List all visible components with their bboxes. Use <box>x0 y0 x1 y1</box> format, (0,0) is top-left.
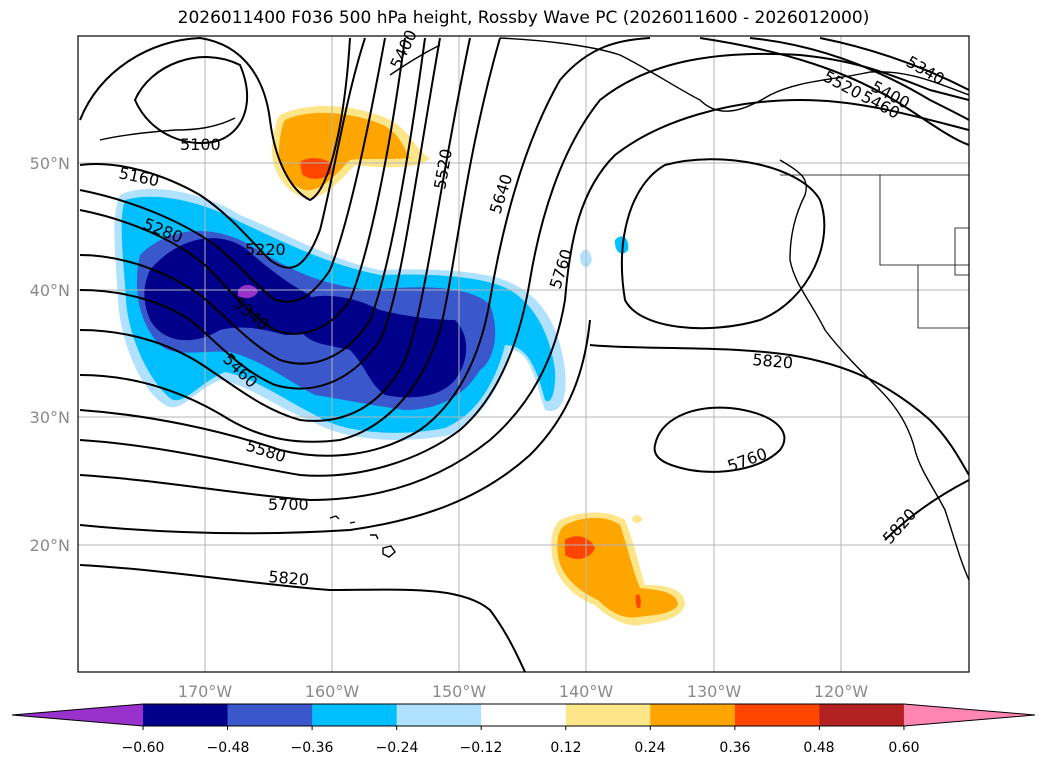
contour-5700 <box>79 98 969 502</box>
contour-5640 <box>79 52 969 477</box>
cbar-tick-5: 0.12 <box>550 740 581 756</box>
cbar-segment-1 <box>143 704 229 726</box>
contour-5460 <box>79 37 471 422</box>
lat-axis-labels: 50°N 40°N 30°N 20°N <box>30 154 70 555</box>
neg-anomaly-purple <box>238 284 258 299</box>
north-america-coast <box>499 37 969 581</box>
aleutian-islands <box>99 44 441 141</box>
lat-label-30n: 30°N <box>30 408 70 427</box>
contour-label-5820: 5820 <box>752 350 794 372</box>
cbar-segment-2 <box>227 704 313 726</box>
contour-label-5520: 5520 <box>430 147 456 190</box>
contour-5220 <box>79 37 386 303</box>
contour-5580 <box>79 37 651 457</box>
contour-5100 <box>79 36 351 202</box>
lon-label-170w: 170°W <box>178 682 233 701</box>
contour-5400-ne <box>749 37 969 121</box>
contour-label-5820-west: 5820 <box>268 567 310 589</box>
neg-anomaly-small-2 <box>614 236 629 254</box>
lon-axis-labels: 170°W 160°W 150°W 140°W 130°W 120°W <box>178 682 869 701</box>
anomaly-shading <box>114 105 685 626</box>
contour-label-5100: 5100 <box>180 135 221 154</box>
contour-label-5640: 5640 <box>486 172 517 217</box>
cbar-tick-1: −0.48 <box>207 740 250 756</box>
lon-label-150w: 150°W <box>432 682 487 701</box>
contour-label-5760: 5760 <box>546 247 577 292</box>
contour-5760 <box>79 319 591 535</box>
lon-label-120w: 120°W <box>814 682 869 701</box>
map-frame <box>77 35 970 673</box>
state-borders <box>780 174 969 329</box>
lat-label-40n: 40°N <box>30 281 70 300</box>
contour-5340-ne <box>819 37 969 91</box>
cbar-tick-0: −0.60 <box>122 740 165 756</box>
colorbar-ticks: −0.60 −0.48 −0.36 −0.24 −0.12 0.12 0.24 … <box>122 740 920 756</box>
contour-5820 <box>79 344 969 672</box>
pos-anomaly-south-red-small <box>635 594 641 609</box>
contour-label-5400-n: 5400 <box>386 27 420 72</box>
lat-label-50n: 50°N <box>30 154 70 173</box>
map-title: 2026011400 F036 500 hPa height, Rossby W… <box>177 8 870 28</box>
pos-anomaly-south-red <box>565 536 595 560</box>
contour-label-5580: 5580 <box>244 436 289 467</box>
contour-label-5220: 5220 <box>245 240 286 259</box>
contour-5820-se <box>884 479 969 541</box>
lon-label-130w: 130°W <box>687 682 742 701</box>
cbar-tick-9: 0.60 <box>888 740 919 756</box>
contour-5520 <box>79 37 501 443</box>
cbar-segment-4 <box>396 704 482 726</box>
lon-label-140w: 140°W <box>559 682 614 701</box>
pos-anomaly-dot <box>632 515 642 523</box>
cbar-segment-9 <box>819 704 905 726</box>
contour-5400 <box>79 37 441 390</box>
cbar-tick-7: 0.36 <box>719 740 750 756</box>
colorbar <box>11 703 1036 730</box>
contour-5760-south <box>653 406 786 473</box>
cbar-extend-right <box>903 704 1035 726</box>
contour-5100-closed <box>133 56 249 145</box>
cbar-tick-8: 0.48 <box>803 740 834 756</box>
contour-label-5520-ne: 5520 <box>820 67 865 103</box>
cbar-segment-7 <box>650 704 736 726</box>
cbar-tick-4: −0.12 <box>460 740 503 756</box>
cbar-segment-8 <box>734 704 820 726</box>
cbar-segment-3 <box>312 704 398 726</box>
contour-5280 <box>79 37 406 335</box>
contour-5160 <box>79 37 366 269</box>
contour-5340 <box>79 37 426 365</box>
cbar-tick-3: −0.24 <box>376 740 419 756</box>
contour-label-5820-se: 5820 <box>879 505 920 548</box>
pos-anomaly-south-orange <box>557 517 678 618</box>
height-contours <box>79 36 969 672</box>
contour-label-5160: 5160 <box>117 163 161 190</box>
lon-label-160w: 160°W <box>305 682 360 701</box>
gridlines <box>78 36 969 672</box>
contour-label-5700: 5700 <box>268 495 309 514</box>
cbar-tick-2: −0.36 <box>291 740 334 756</box>
cbar-extend-left <box>12 704 143 726</box>
neg-anomaly-navy-east <box>296 295 467 398</box>
cbar-tick-6: 0.24 <box>634 740 665 756</box>
contour-5760-closed <box>621 158 826 330</box>
lat-label-20n: 20°N <box>30 536 70 555</box>
cbar-segment-6 <box>565 704 651 726</box>
cbar-segment-5 <box>481 704 567 726</box>
contour-5460-ne <box>699 37 969 146</box>
contour-label-5760-south: 5760 <box>725 444 770 476</box>
coastlines <box>99 37 969 581</box>
hawaii-islands <box>329 515 396 558</box>
contour-label-5340-ne: 5340 <box>903 52 948 89</box>
